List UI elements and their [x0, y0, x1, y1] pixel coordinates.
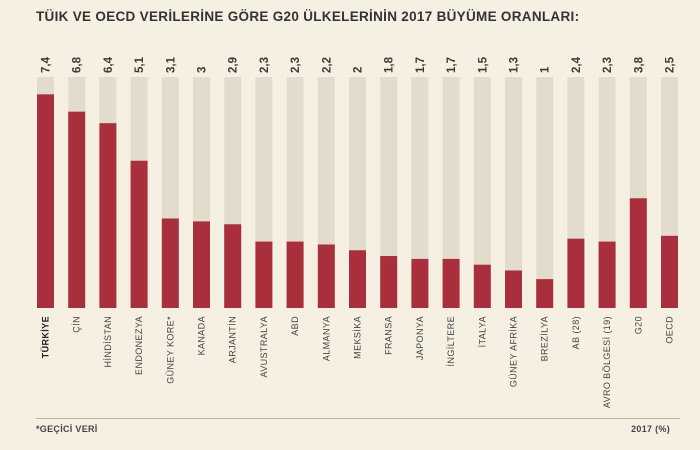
bar-track: [380, 77, 398, 308]
category-label: ABD: [290, 316, 300, 336]
bar: [567, 238, 585, 308]
bar: [473, 264, 491, 308]
bar: [68, 111, 86, 309]
category-label: G20: [633, 316, 643, 334]
category-label: ENDONEZYA: [134, 316, 144, 375]
bar-track: [473, 77, 491, 308]
value-label: 2,3: [602, 57, 614, 73]
value-label: 1,5: [477, 56, 489, 73]
bar-track: [505, 77, 522, 308]
value-label: 3: [197, 67, 209, 73]
bar-track: [411, 77, 429, 308]
bar-track: [442, 77, 460, 308]
category-label: AB (28): [571, 316, 581, 349]
category-label: KANADA: [197, 316, 207, 355]
category-label: ALMANYA: [321, 316, 331, 361]
footer-divider: [36, 418, 680, 419]
value-label: 1,7: [415, 57, 427, 73]
value-label: 2,5: [665, 56, 677, 73]
bar: [442, 258, 460, 308]
bar: [661, 235, 678, 308]
category-label: HİNDİSTAN: [103, 316, 113, 367]
category-label: TÜRKİYE: [41, 316, 51, 358]
value-label: 3,1: [165, 56, 177, 73]
bar: [224, 224, 242, 308]
bar: [99, 123, 117, 308]
value-label: 1,3: [509, 57, 521, 73]
category-label: BREZİLYA: [540, 316, 550, 361]
bar: [317, 244, 335, 308]
value-label: 2,3: [290, 57, 302, 73]
bar: [161, 218, 179, 308]
category-label: OECD: [665, 316, 675, 344]
category-label: GÜNEY KORE*: [165, 316, 175, 384]
bar: [411, 258, 429, 308]
bar-track: [536, 77, 554, 308]
category-label: İNGİLTERE: [446, 316, 456, 366]
value-label: 5,1: [134, 56, 146, 73]
bar: [130, 160, 148, 308]
bar: [505, 270, 522, 308]
value-label: 1,8: [384, 56, 396, 73]
bar: [598, 241, 616, 308]
value-label: 2: [353, 67, 365, 73]
value-label: 1,7: [446, 57, 458, 73]
category-label: ARJANTİN: [228, 316, 238, 363]
bar: [193, 221, 210, 308]
category-label: AVRO BÖLGESİ (19): [602, 316, 612, 408]
bar: [37, 94, 54, 308]
category-label: ÇİN: [72, 316, 82, 333]
value-label: 6,4: [103, 56, 115, 73]
value-label: 6,8: [72, 56, 84, 73]
category-label: AVUSTRALYA: [259, 316, 269, 378]
bar: [286, 241, 304, 308]
value-label: 2,9: [228, 57, 240, 73]
category-label: MEKSİKA: [353, 316, 363, 359]
value-label: 2,3: [259, 57, 271, 73]
chart-title: TÜIK VE OECD VERİLERİNE GÖRE G20 ÜLKELER…: [36, 9, 580, 24]
value-label: 7,4: [41, 56, 53, 73]
bar: [380, 256, 398, 308]
value-label: 2,2: [321, 57, 333, 73]
bar: [536, 279, 554, 308]
value-label: 2,4: [571, 56, 583, 73]
bar: [629, 198, 647, 308]
category-label: İTALYA: [477, 316, 487, 347]
unit-label: 2017 (%): [631, 424, 670, 434]
bar: [349, 250, 366, 308]
footnote: *GEÇİCİ VERİ: [36, 424, 98, 434]
value-label: 3,8: [633, 56, 645, 73]
bar-chart: 7,4 TÜRKİYE 6,8 ÇİN 6,4 HİNDİSTAN 5,1 ENDONEZYA…: [37, 56, 678, 408]
category-label: JAPONYA: [415, 316, 425, 360]
category-label: FRANSA: [384, 316, 394, 355]
bar: [255, 241, 273, 308]
category-label: GÜNEY AFRİKA: [509, 316, 519, 387]
value-label: 1: [540, 66, 552, 73]
